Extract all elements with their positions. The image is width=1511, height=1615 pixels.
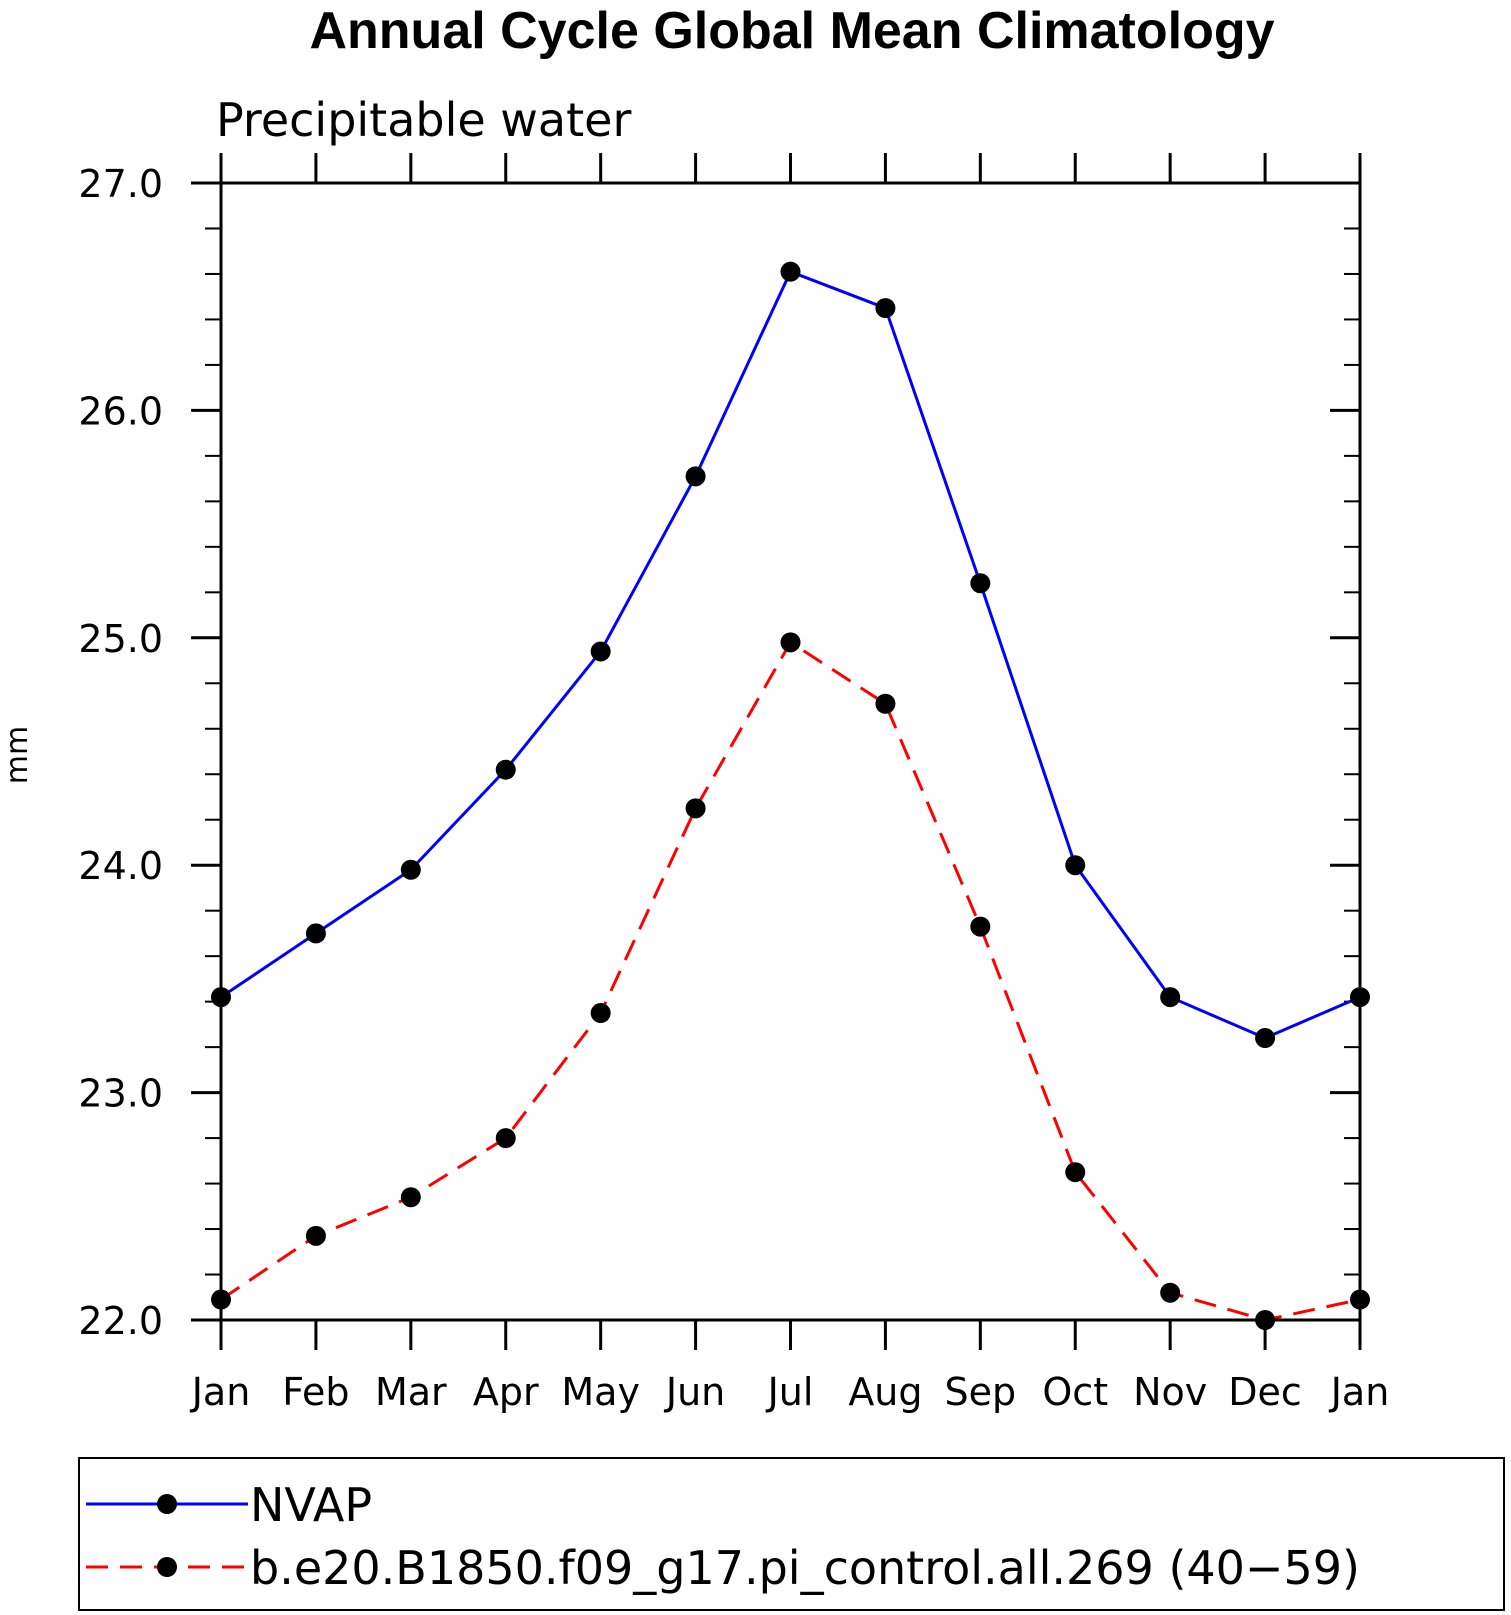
- series-0-point-6: [780, 261, 801, 282]
- series-1-point-4: [590, 1003, 611, 1024]
- y-tick-label-1: 23.0: [78, 1072, 163, 1116]
- x-tick-label-4: May: [561, 1370, 640, 1414]
- y-tick-label-5: 27.0: [78, 162, 163, 206]
- series-0-point-9: [1065, 855, 1086, 876]
- series-0-point-5: [685, 466, 706, 487]
- series-0-point-10: [1160, 987, 1181, 1008]
- series-1-point-9: [1065, 1162, 1086, 1183]
- series-1-point-5: [685, 798, 706, 819]
- y-tick-label-4: 26.0: [78, 389, 163, 433]
- x-tick-label-3: Apr: [473, 1370, 539, 1414]
- y-tick-label-2: 24.0: [78, 844, 163, 888]
- series-0-point-7: [875, 298, 896, 319]
- series-1-point-1: [305, 1225, 326, 1246]
- series-0: [211, 261, 1370, 1049]
- series-layer: [211, 261, 1370, 1330]
- series-1: [211, 632, 1370, 1330]
- x-tick-label-7: Aug: [848, 1370, 922, 1414]
- legend-marker-0: [157, 1494, 177, 1514]
- series-1-point-2: [400, 1187, 421, 1208]
- chart-title: Annual Cycle Global Mean Climatology: [309, 2, 1274, 60]
- x-tick-label-1: Feb: [282, 1370, 349, 1414]
- plot-frame: [219, 181, 1362, 1322]
- x-tick-label-6: Jul: [766, 1370, 814, 1414]
- y-tick-label-0: 22.0: [78, 1299, 163, 1343]
- tick-labels: Jan Feb Mar Apr May Jun Jul Aug Sep Oct Nov Dec Jan 2…: [78, 162, 1389, 1414]
- x-tick-label-9: Oct: [1042, 1370, 1108, 1414]
- series-0-point-11: [1255, 1028, 1276, 1049]
- x-tick-label-5: Jun: [664, 1370, 725, 1414]
- series-0-point-1: [305, 923, 326, 944]
- series-0-point-2: [400, 859, 421, 880]
- y-axis-title: mm: [0, 726, 35, 784]
- x-tick-label-11: Dec: [1228, 1370, 1302, 1414]
- x-tick-label-10: Nov: [1133, 1370, 1207, 1414]
- legend: NVAP b.e20.B1850.f09_g17.pi_control.all.2…: [78, 1457, 1505, 1611]
- legend-box: [78, 1457, 1505, 1611]
- series-1-point-6: [780, 632, 801, 653]
- series-line-1: [220, 640, 1361, 1322]
- axis-ticks: [191, 153, 1362, 1350]
- series-0-point-3: [495, 759, 516, 780]
- x-tick-label-2: Mar: [375, 1370, 447, 1414]
- series-1-point-3: [495, 1128, 516, 1149]
- series-line-0: [220, 269, 1361, 1040]
- x-tick-label-12: Jan: [1329, 1370, 1390, 1414]
- y-tick-label-3: 25.0: [78, 617, 163, 661]
- legend-label-1: b.e20.B1850.f09_g17.pi_control.all.269 (…: [250, 1541, 1360, 1595]
- x-tick-label-8: Sep: [945, 1370, 1017, 1414]
- legend-marker-1: [157, 1557, 177, 1577]
- series-1-point-8: [970, 916, 991, 937]
- chart-subtitle: Precipitable water: [216, 93, 631, 147]
- series-1-point-7: [875, 693, 896, 714]
- legend-label-0: NVAP: [250, 1478, 372, 1532]
- series-0-point-4: [590, 641, 611, 662]
- x-tick-label-0: Jan: [190, 1370, 251, 1414]
- series-0-point-8: [970, 573, 991, 594]
- series-1-point-10: [1160, 1282, 1181, 1303]
